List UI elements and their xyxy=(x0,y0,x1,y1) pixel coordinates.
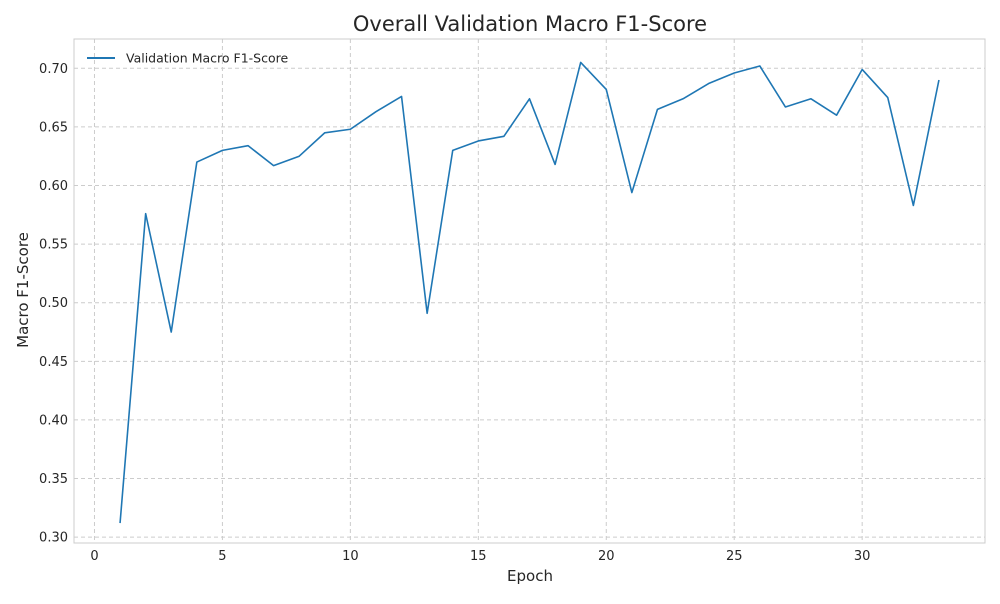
x-tick-label: 30 xyxy=(854,549,871,564)
chart-title: Overall Validation Macro F1-Score xyxy=(353,12,707,36)
y-tick-label: 0.70 xyxy=(39,62,68,77)
y-tick-label: 0.50 xyxy=(39,296,68,311)
legend: Validation Macro F1-Score xyxy=(87,51,288,66)
x-tick-label: 15 xyxy=(470,549,487,564)
x-tick-label: 5 xyxy=(218,549,226,564)
x-tick-label: 10 xyxy=(342,549,359,564)
y-tick-label: 0.30 xyxy=(39,531,68,546)
y-gridlines xyxy=(74,67,985,538)
y-tick-label: 0.35 xyxy=(39,472,68,487)
y-tick-label: 0.40 xyxy=(39,413,68,428)
x-tick-label: 25 xyxy=(726,549,743,564)
y-tick-label: 0.55 xyxy=(39,238,68,253)
series-layer xyxy=(119,61,940,524)
x-tick-label: 0 xyxy=(90,549,98,564)
y-tick-labels: 0.30 0.35 0.40 0.45 0.50 0.55 0.60 0.65 0.70 xyxy=(39,62,68,546)
y-axis-label: Macro F1-Score xyxy=(14,232,32,348)
x-tick-label: 20 xyxy=(598,549,615,564)
x-gridlines xyxy=(93,39,863,543)
plot-frame xyxy=(73,38,986,544)
legend-label: Validation Macro F1-Score xyxy=(126,51,288,66)
series-line xyxy=(119,61,940,524)
y-tick-label: 0.60 xyxy=(39,179,68,194)
x-tick-labels: 0 5 10 15 20 25 30 xyxy=(90,549,870,564)
x-axis-label: Epoch xyxy=(507,567,553,585)
y-tick-label: 0.65 xyxy=(39,120,68,135)
y-tick-label: 0.45 xyxy=(39,355,68,370)
